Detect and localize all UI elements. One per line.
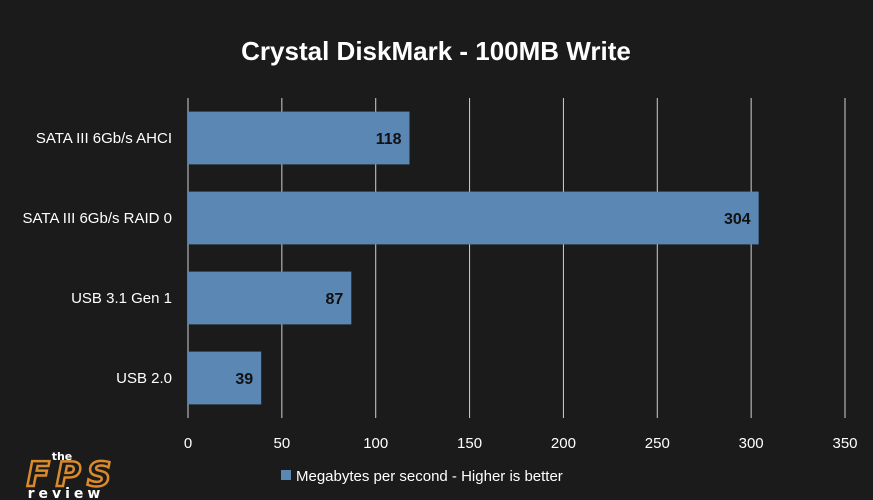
x-tick-label: 350	[832, 435, 857, 452]
category-labels: SATA III 6Gb/s AHCI SATA III 6Gb/s RAID 0…	[23, 130, 173, 387]
category-label: SATA III 6Gb/s AHCI	[36, 130, 172, 147]
fps-review-logo: the FPS review	[25, 450, 118, 500]
logo-review-text: review	[28, 486, 105, 500]
bar	[188, 271, 352, 325]
bars	[188, 111, 759, 405]
bar	[188, 111, 410, 165]
x-tick-label: 50	[274, 435, 291, 452]
chart-title: Crystal DiskMark - 100MB Write	[241, 36, 631, 66]
category-label: USB 3.1 Gen 1	[71, 290, 172, 307]
x-tick-label: 300	[739, 435, 764, 452]
x-tick-label: 250	[645, 435, 670, 452]
legend: Megabytes per second - Higher is better	[281, 468, 563, 485]
legend-swatch	[281, 470, 291, 480]
data-label: 118	[376, 131, 402, 148]
x-tick-label: 100	[363, 435, 388, 452]
x-tick-labels: 0 50 100 150 200 250 300 350	[184, 435, 858, 452]
legend-label: Megabytes per second - Higher is better	[296, 468, 563, 485]
data-label: 39	[235, 371, 253, 388]
data-label: 87	[326, 291, 344, 308]
bar	[188, 191, 759, 245]
category-label: USB 2.0	[116, 370, 172, 387]
logo-fps-text: FPS	[27, 455, 118, 495]
data-label: 304	[724, 211, 751, 228]
logo-the-text: the	[52, 450, 73, 463]
x-tick-label: 150	[457, 435, 482, 452]
bar	[188, 351, 262, 405]
data-labels: 118 304 87 39	[235, 131, 750, 388]
x-tick-label: 200	[551, 435, 576, 452]
x-tick-label: 0	[184, 435, 192, 452]
category-label: SATA III 6Gb/s RAID 0	[23, 210, 173, 227]
